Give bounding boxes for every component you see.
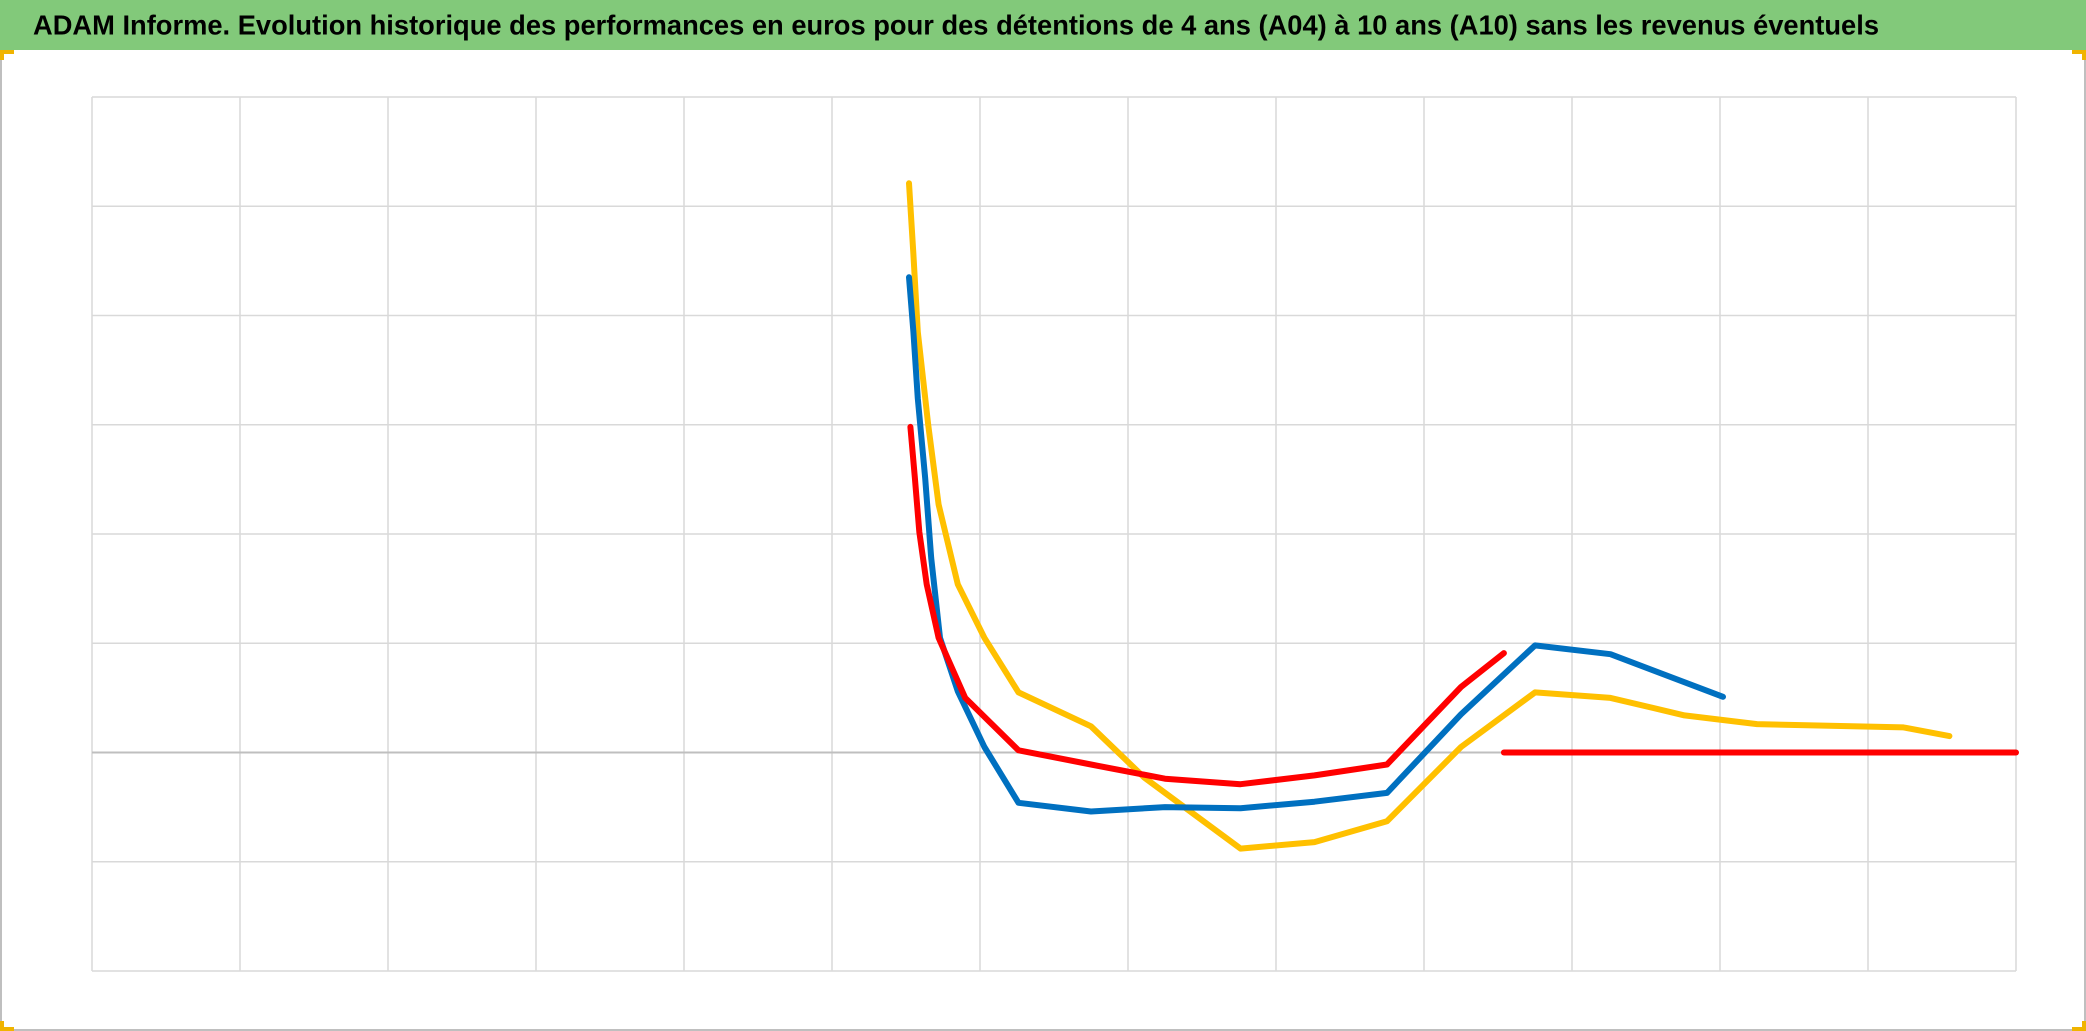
chart-title: ADAM Informe. Evolution historique des p…	[33, 9, 1879, 40]
series-line	[907, 423, 1507, 788]
series-line	[906, 180, 1953, 852]
title-bar	[0, 0, 2086, 50]
series-line	[906, 274, 1726, 815]
